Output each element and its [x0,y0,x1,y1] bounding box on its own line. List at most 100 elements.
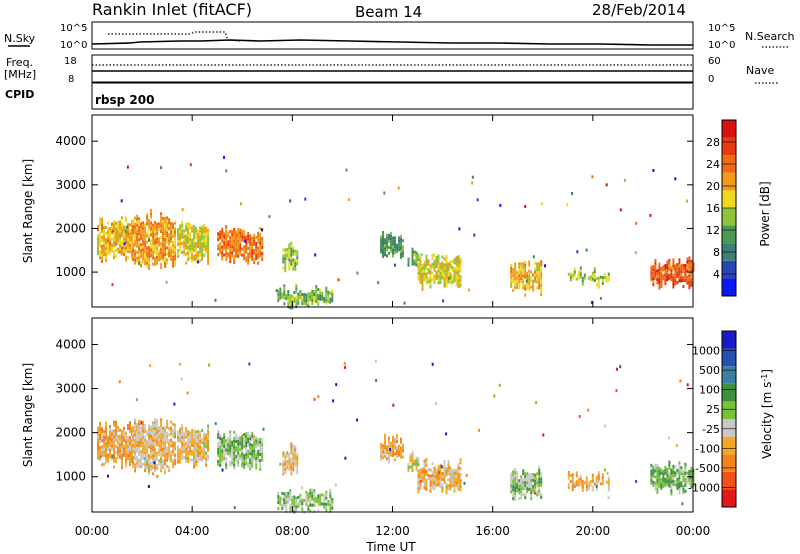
range-cell [158,225,161,229]
range-cell [174,251,177,255]
range-cell [295,296,298,300]
range-cell [296,453,299,457]
range-cell [299,290,302,294]
range-cell [261,258,264,261]
range-cell [605,279,608,283]
range-cell [388,239,390,243]
range-cell [453,279,456,283]
range-cell [138,226,141,230]
range-cell [237,436,240,440]
y-tick-label: 1000 [55,470,86,484]
range-cell [656,281,659,285]
range-cell [439,265,442,269]
range-cell [595,478,598,482]
range-cell [219,446,222,449]
range-cell [150,440,153,444]
range-cell [201,240,204,243]
range-cell [674,177,677,181]
range-cell [229,242,232,246]
range-cell [121,231,123,235]
range-cell [459,488,462,492]
range-cell [304,197,307,201]
range-cell [528,287,531,291]
range-cell [331,299,334,303]
range-cell [144,463,147,467]
range-cell [581,276,584,280]
colorbar-tick-label: 1000 [692,345,720,358]
range-cell [154,241,157,245]
range-cell [123,435,125,439]
range-cell [199,454,202,458]
range-cell [127,442,129,445]
range-cell [443,263,446,267]
range-cell [664,270,667,274]
colorbar-swatch [722,419,736,437]
range-cell [249,449,252,453]
range-cell [317,300,320,303]
range-cell [435,271,438,274]
range-cell [144,424,147,428]
range-cell [680,273,683,277]
range-cell [152,430,155,434]
range-cell [423,486,426,490]
range-cell [317,497,320,501]
range-cell [275,289,278,293]
range-cell [235,230,238,234]
range-cell [447,265,450,269]
range-cell [125,255,127,259]
range-cell [652,471,655,475]
range-cell [119,452,121,456]
range-cell [421,470,424,474]
range-cell [136,446,139,450]
colorbar-swatch [722,260,736,279]
range-cell [329,300,332,304]
range-cell [658,280,661,284]
range-cell [237,239,240,243]
range-cell [524,496,527,500]
range-cell [292,246,295,250]
range-cell [524,284,527,288]
range-cell [146,246,149,250]
range-cell [107,245,109,249]
range-cell [168,242,171,246]
range-cell [286,454,289,458]
range-cell [243,236,246,240]
range-cell [170,438,173,442]
range-cell [144,451,147,455]
range-cell [142,251,145,255]
range-cell [538,480,541,484]
range-cell [156,258,159,262]
range-cell [390,249,392,253]
range-cell [285,492,288,495]
range-cell [146,430,149,434]
range-cell [510,272,513,276]
range-cell [109,446,111,449]
range-cell [164,250,167,253]
range-cell [425,479,428,482]
range-cell [512,274,515,278]
range-cell [223,456,226,460]
range-cell [237,233,240,237]
range-cell [97,228,99,232]
range-cell [327,296,330,300]
range-cell [522,280,525,284]
range-cell [203,444,206,448]
range-cell [402,455,404,459]
range-cell [115,450,117,454]
range-cell [140,255,143,259]
range-cell [160,266,163,270]
range-cell [421,284,424,288]
range-cell [245,444,248,448]
range-cell [189,446,192,450]
range-cell [394,236,396,240]
range-cell [119,443,121,447]
range-cell [172,459,175,462]
range-cell [296,259,299,263]
range-cell [140,231,143,235]
range-cell [132,246,135,250]
range-cell [398,453,400,457]
range-cell [329,291,332,295]
range-cell [103,232,105,236]
range-cell [205,454,208,458]
range-cell [105,448,107,452]
